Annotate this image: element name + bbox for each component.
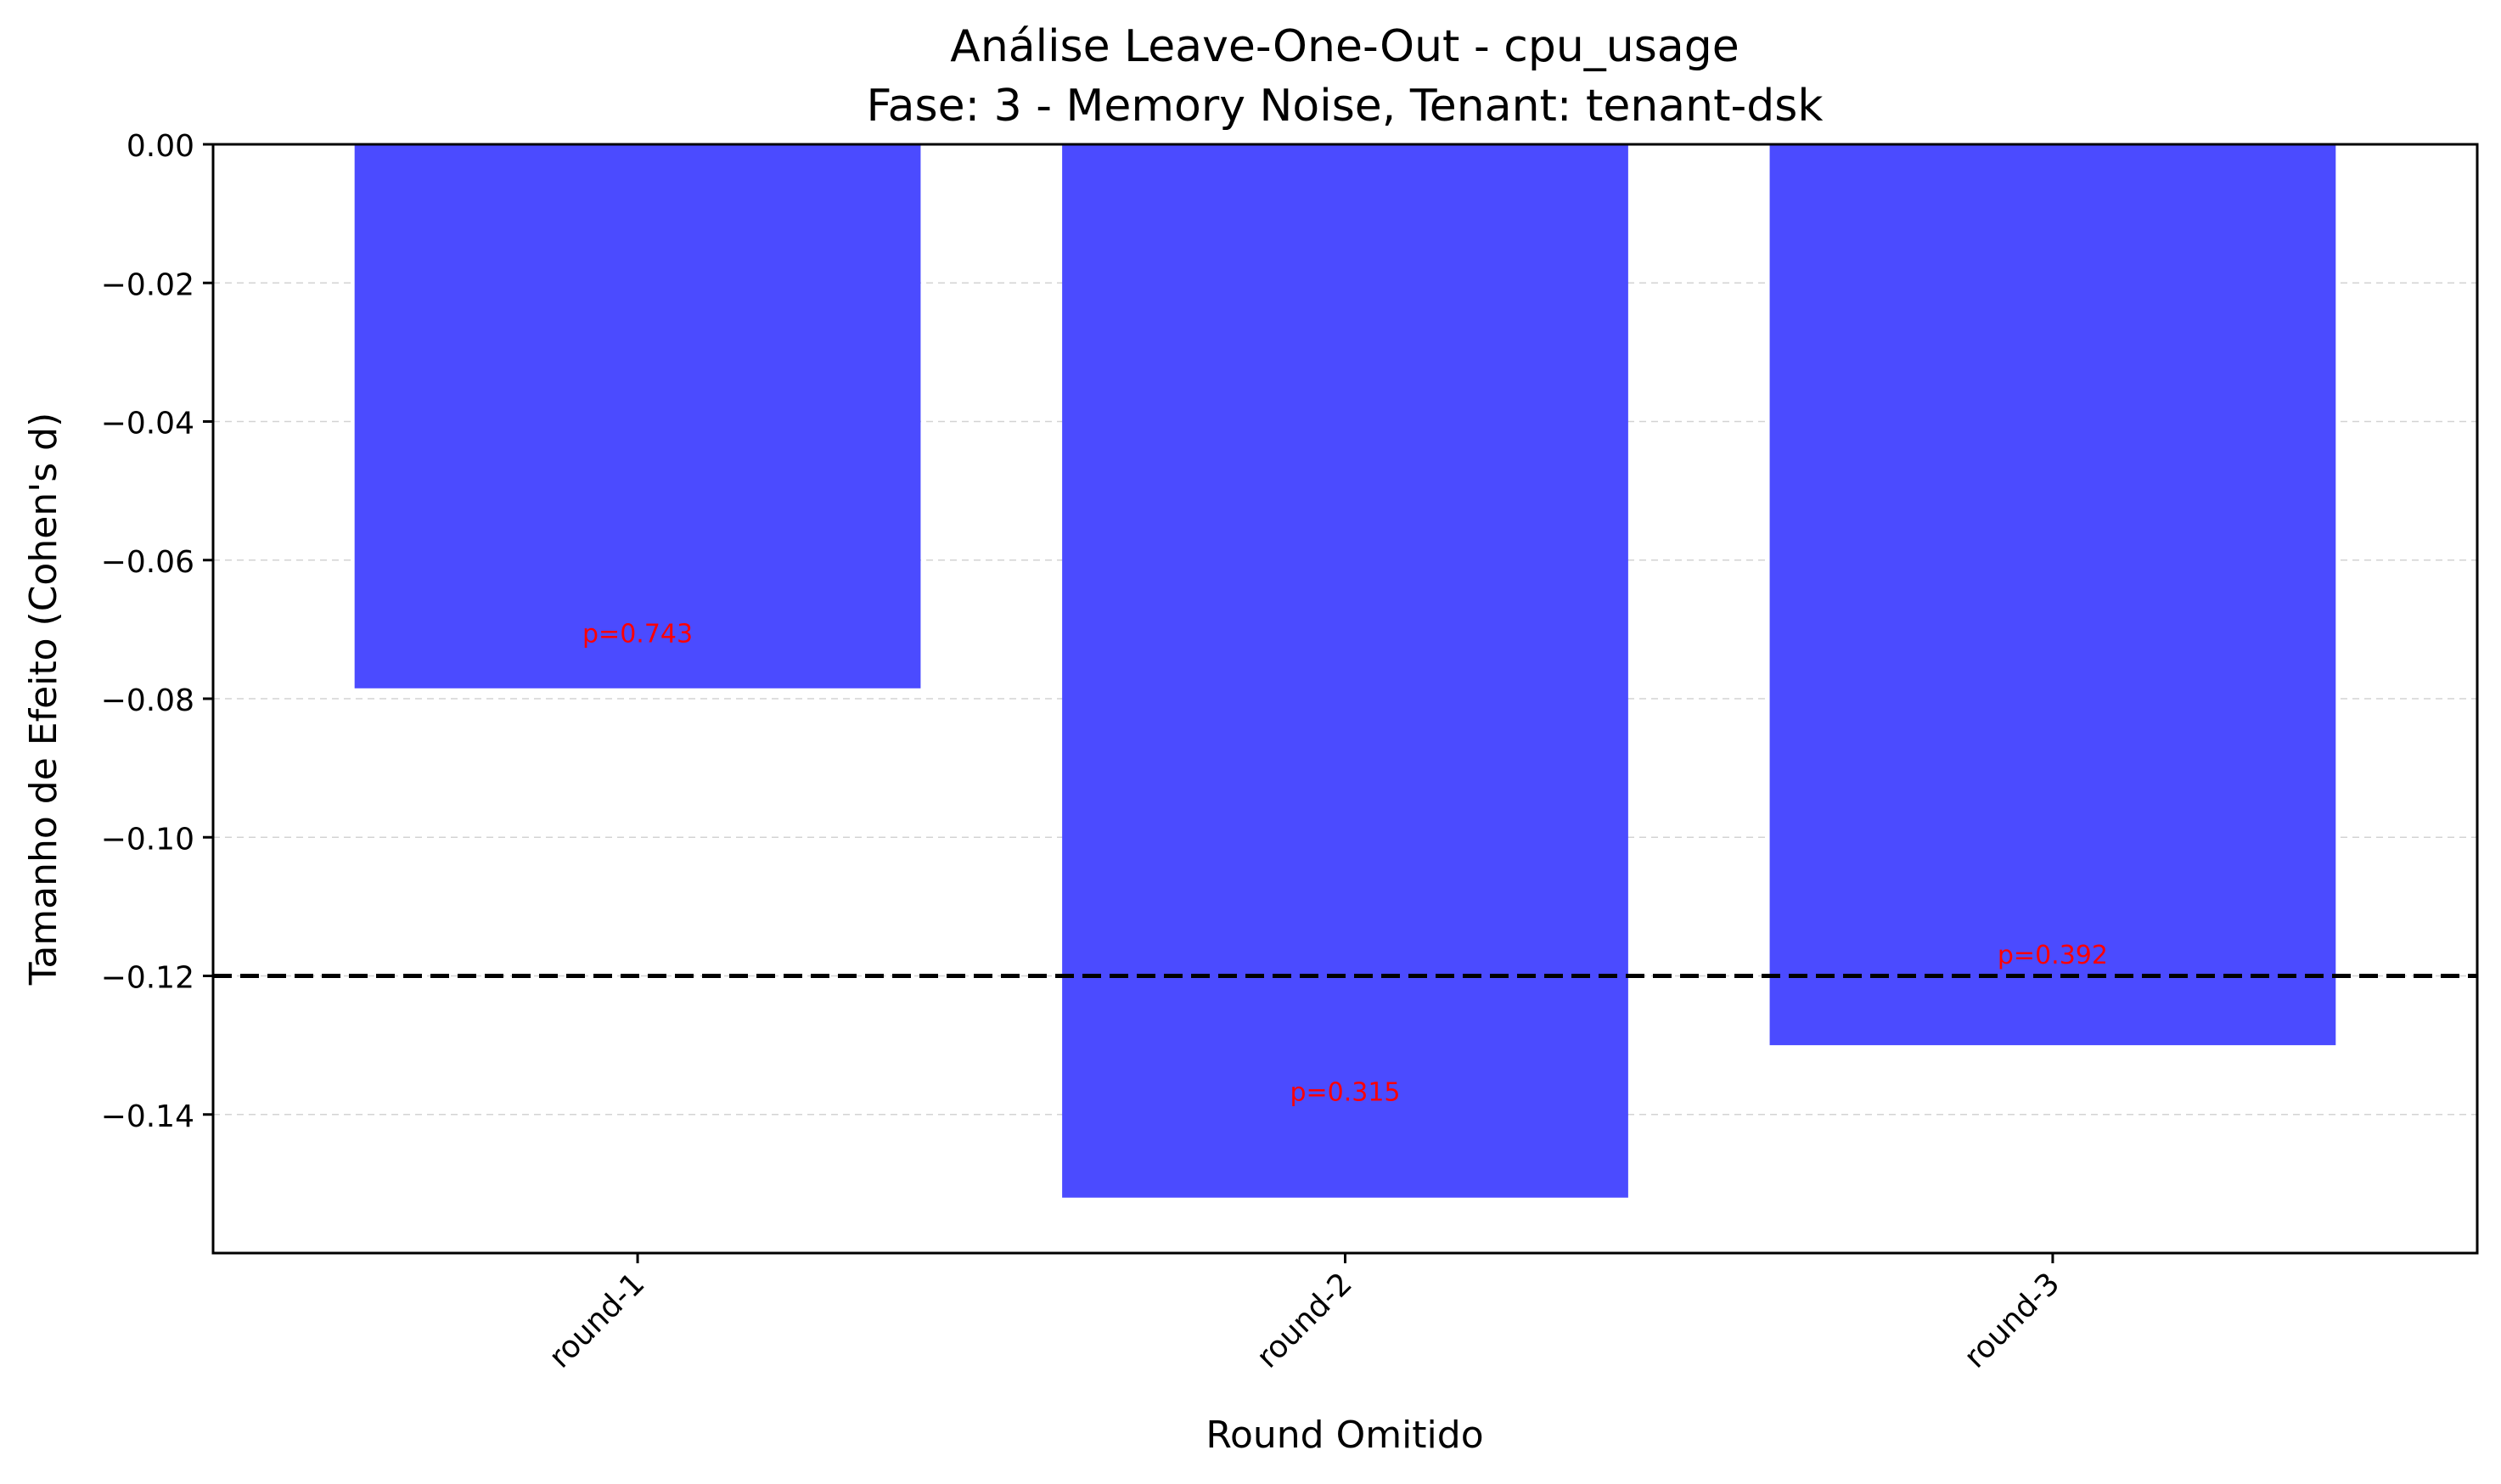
bars	[354, 144, 2336, 1198]
y-axis-label: Tamanho de Efeito (Cohen's d)	[22, 413, 65, 987]
y-tick-label: 0.00	[126, 129, 194, 164]
p-value-label: p=0.392	[1998, 941, 2108, 970]
bar-annotations: p=0.743 p=0.315 p=0.392	[582, 620, 2108, 1108]
y-tick-label: −0.06	[101, 545, 194, 580]
x-axis-label: Round Omitido	[1206, 1414, 1483, 1457]
y-tick-label: −0.04	[101, 407, 194, 441]
chart-title: Análise Leave-One-Out - cpu_usage	[950, 21, 1739, 72]
bar-round-1	[354, 144, 921, 689]
bar-round-3	[1769, 144, 2336, 1046]
bar-round-2	[1062, 144, 1628, 1198]
y-tick-label: −0.08	[101, 683, 194, 718]
y-axis: 0.00 −0.02 −0.04 −0.06 −0.08 −0.10 −0.12 −0.14	[101, 129, 213, 1134]
y-tick-label: −0.10	[101, 822, 194, 857]
y-tick-label: −0.12	[101, 961, 194, 996]
p-value-label: p=0.315	[1290, 1078, 1400, 1108]
y-tick-label: −0.02	[101, 267, 194, 302]
chart-subtitle: Fase: 3 - Memory Noise, Tenant: tenant-d…	[866, 81, 1823, 132]
p-value-label: p=0.743	[582, 620, 693, 649]
y-tick-label: −0.14	[101, 1099, 194, 1134]
